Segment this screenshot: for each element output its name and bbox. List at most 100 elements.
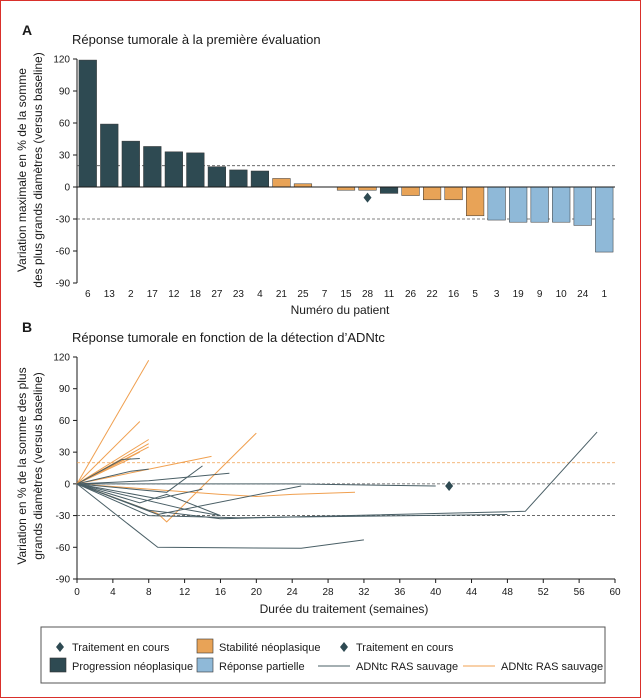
panel-a-xtick-label: 10 <box>556 289 568 300</box>
panel-a-xtick-label: 11 <box>384 289 395 300</box>
panel-b-series-line-wild <box>76 431 598 520</box>
panel-b-series-line-wild <box>76 483 221 517</box>
panel-a-xtick-label: 26 <box>405 289 417 300</box>
panel-b-ytick-label: 0 <box>64 479 70 490</box>
panel-a-title: Réponse tumorale à la première évaluatio… <box>72 32 321 47</box>
panel-a-xtick-label: 2 <box>128 289 134 300</box>
panel-a-bar <box>100 123 119 188</box>
panel-b-xtick-label: 24 <box>287 587 299 598</box>
panel-b-xtick-label: 12 <box>179 587 191 598</box>
panel-b-letter: B <box>22 319 32 335</box>
panel-b-xtick-label: 56 <box>574 587 586 598</box>
legend-stability: Stabilité néoplasique <box>219 642 321 654</box>
legend-treatment-ongoing-1: Traitement en cours <box>72 642 170 654</box>
legend-wild: ADNtc RAS sauvage <box>356 661 458 673</box>
panel-b-series-line-wild <box>76 483 221 517</box>
panel-a-xtick-label: 28 <box>362 289 374 300</box>
legend-stability-swatch <box>196 638 214 654</box>
panel-b-xtick-label: 28 <box>323 587 335 598</box>
legend-partial-swatch <box>196 657 214 673</box>
panel-b-ytick-label: -30 <box>56 511 71 522</box>
panel-b-ylabel-line2: grands diamètres (versus baseline) <box>31 372 45 559</box>
panel-a-xtick-label: 13 <box>104 289 116 300</box>
panel-a-ytick-label: 30 <box>59 151 71 162</box>
legend-mutant: ADNtc RAS sauvage <box>501 661 603 673</box>
legend-box <box>40 626 606 684</box>
panel-a-ylabel-line1: Variation maximale en % de la somme <box>15 68 29 272</box>
panel-a-ytick-label: -30 <box>56 215 71 226</box>
panel-a-xtick-label: 15 <box>340 289 352 300</box>
panel-a-xtick-label: 17 <box>147 289 159 300</box>
panel-b-series-line-wild <box>77 483 436 487</box>
panel-b-xtick-label: 60 <box>609 587 621 598</box>
panel-b-xtick-label: 44 <box>466 587 478 598</box>
panel-b-xtick-label: 48 <box>502 587 514 598</box>
panel-a-xtick-label: 21 <box>276 289 288 300</box>
panel-b-series-line-mutant <box>76 359 150 485</box>
panel-a-bar <box>229 169 248 188</box>
panel-b-series-line-mutant <box>76 439 149 485</box>
panel-a-bar <box>143 146 162 188</box>
panel-b-ylabel-line1: Variation en % de la somme des plus <box>15 367 29 564</box>
panel-a-xtick-label: 18 <box>190 289 202 300</box>
panel-a-bar <box>487 186 506 221</box>
panel-b-series-line-wild <box>76 465 203 493</box>
panel-a-xtick-label: 5 <box>472 289 478 300</box>
panel-a-ytick-label: 120 <box>53 55 70 66</box>
panel-b-xtick-label: 8 <box>146 587 152 598</box>
panel-a-bar <box>552 186 571 223</box>
legend: Traitement en cours Stabilité néoplasiqu… <box>40 626 606 684</box>
panel-a-ylabel-line2: des plus grands diamètres (versus baseli… <box>31 52 45 287</box>
panel-a-xtick-label: 4 <box>257 289 263 300</box>
panel-b-ytick-label: -60 <box>56 543 71 554</box>
panel-b-ytick-label: 60 <box>59 416 71 427</box>
panel-a-xtick-label: 3 <box>494 289 500 300</box>
panel-a-xtick-label: 22 <box>427 289 439 300</box>
panel-a-xtick-label: 1 <box>601 289 607 300</box>
panel-b-xtick-label: 40 <box>430 587 442 598</box>
panel-a-xtick-label: 7 <box>322 289 328 300</box>
panel-b-xtick-label: 36 <box>394 587 406 598</box>
panel-b-series-line-wild <box>76 458 140 485</box>
panel-a-bar <box>530 186 549 223</box>
panel-a-bar <box>444 186 463 201</box>
panel-b-xtick-label: 4 <box>110 587 116 598</box>
panel-a-xtick-label: 24 <box>577 289 589 300</box>
panel-b-series-line-wild <box>76 483 203 500</box>
panel-a-bar <box>186 152 205 188</box>
panel-b-ytick-label: -90 <box>56 575 71 586</box>
panel-a-bar <box>164 151 183 188</box>
panel-b-series-line-mutant <box>76 483 356 498</box>
panel-a-bar <box>595 186 614 253</box>
legend-partial: Réponse partielle <box>219 661 305 673</box>
panel-a-ytick-label: 90 <box>59 87 71 98</box>
panel-b-series-line-wild <box>76 483 508 519</box>
panel-a-ytick-label: -60 <box>56 247 71 258</box>
panel-a-xtick-label: 9 <box>537 289 543 300</box>
panel-a-xtick-label: 19 <box>513 289 525 300</box>
panel-b-series-line-mutant <box>76 455 212 485</box>
legend-treatment-ongoing-2: Traitement en cours <box>356 642 454 654</box>
panel-a-ongoing-diamond-icon <box>363 192 372 203</box>
panel-a-bar <box>272 178 291 188</box>
panel-a-xtick-label: 16 <box>448 289 460 300</box>
panel-a-bar <box>207 166 226 188</box>
panel-a-bar <box>379 186 399 194</box>
panel-b-xtick-label: 52 <box>538 587 550 598</box>
panel-b-series-line-wild <box>76 472 230 485</box>
panel-b-title: Réponse tumorale en fonction de la détec… <box>72 330 385 345</box>
panel-a-bar <box>121 140 140 188</box>
panel-a-bar <box>466 186 485 217</box>
panel-b-ytick-label: 30 <box>59 448 71 459</box>
panel-a-xtick-label: 6 <box>85 289 91 300</box>
panel-b-series-line-wild <box>76 483 302 516</box>
panel-a-letter: A <box>22 22 32 38</box>
panel-a-xlabel: Numéro du patient <box>291 303 390 317</box>
panel-a-ytick-label: 0 <box>64 183 70 194</box>
panel-a-bar <box>401 186 420 196</box>
panel-b-xtick-label: 32 <box>358 587 370 598</box>
